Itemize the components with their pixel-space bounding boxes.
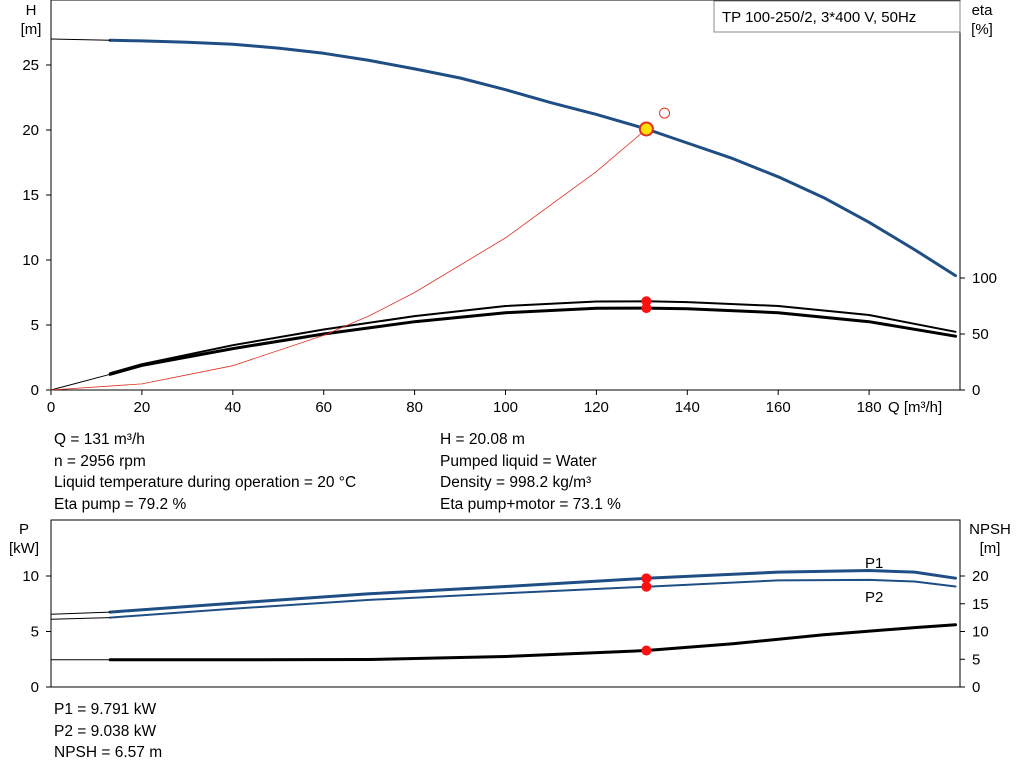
info-temperature: Liquid temperature during operation = 20… bbox=[54, 474, 357, 491]
info-flow: Q = 131 m³/h bbox=[54, 431, 145, 448]
power-info: P1 = 9.791 kW P2 = 9.038 kW NPSH = 6.57 … bbox=[54, 699, 162, 764]
power-npsh-chart: 0 5 10 0 5 10 15 20 P [kW] NPSH [m] P1 P2 bbox=[9, 519, 1011, 696]
curve-eta-pump-motor bbox=[108, 306, 957, 376]
series-label-p1: P1 bbox=[865, 555, 883, 572]
info-eta-pump: Eta pump = 79.2 % bbox=[54, 495, 187, 513]
x-tick-label: 20 bbox=[134, 399, 151, 416]
chart-title-box bbox=[713, 0, 961, 33]
info-liquid: Pumped liquid = Water bbox=[440, 452, 597, 470]
plot-frame bbox=[50, 519, 961, 688]
y2-tick-label: 10 bbox=[972, 624, 989, 641]
info-npsh: NPSH = 6.57 m bbox=[54, 744, 163, 761]
y-tick-label: 0 bbox=[31, 679, 39, 696]
y-axis-unit: [m] bbox=[21, 21, 42, 38]
x-tick-label: 80 bbox=[406, 399, 423, 416]
y-tick-label: 10 bbox=[22, 252, 39, 269]
y2-tick-label: 5 bbox=[972, 651, 980, 668]
x-tick-label: 140 bbox=[675, 399, 700, 416]
y-tick-label: 0 bbox=[31, 382, 39, 399]
duty-marker bbox=[641, 573, 652, 584]
y-tick-label: 10 bbox=[22, 568, 39, 585]
chart-title: TP 100-250/2, 3*400 V, 50Hz bbox=[722, 9, 916, 26]
y-axis-label: P bbox=[19, 521, 29, 538]
eta-marker bbox=[641, 303, 652, 314]
y-tick-label: 15 bbox=[22, 187, 39, 204]
info-speed: n = 2956 rpm bbox=[54, 452, 146, 470]
eta-marker bbox=[641, 296, 652, 307]
info-eta-pump-motor: Eta pump+motor = 73.1 % bbox=[440, 495, 621, 513]
plot-frame bbox=[50, 0, 961, 391]
duty-info-right: H = 20.08 m Pumped liquid = Water Densit… bbox=[440, 429, 621, 515]
y2-axis-label: eta bbox=[972, 2, 994, 19]
x-tick-label: 40 bbox=[224, 399, 241, 416]
y-tick-label: 20 bbox=[22, 122, 39, 139]
duty-marker bbox=[641, 645, 652, 656]
info-head: H = 20.08 m bbox=[440, 431, 525, 448]
y-tick-label: 5 bbox=[31, 624, 39, 641]
head-efficiency-chart: 0 20 40 60 80 100 120 140 160 180 0 5 10 15 20 25 0 50 100… bbox=[21, 0, 997, 416]
duty-point bbox=[638, 121, 654, 137]
curve-P2-ext bbox=[50, 617, 111, 620]
curve-eta-ext bbox=[50, 373, 111, 391]
y2-axis-label: NPSH bbox=[969, 521, 1011, 538]
curve-P1-ext bbox=[50, 611, 111, 615]
y2-tick-label: 100 bbox=[972, 270, 997, 287]
y-tick-label: 25 bbox=[22, 57, 39, 74]
duty-info-left: Q = 131 m³/h n = 2956 rpm Liquid tempera… bbox=[54, 429, 356, 515]
y-axis-unit: [kW] bbox=[9, 540, 39, 557]
x-tick-label: 100 bbox=[493, 399, 518, 416]
x-tick-label: 120 bbox=[584, 399, 609, 416]
y2-axis-unit: [m] bbox=[980, 540, 1001, 557]
y2-axis-unit: [%] bbox=[971, 21, 993, 38]
curve-H-ext bbox=[50, 38, 111, 41]
x-tick-label: 160 bbox=[766, 399, 791, 416]
y2-tick-label: 0 bbox=[972, 679, 980, 696]
requested-point bbox=[659, 107, 671, 119]
x-tick-label: 180 bbox=[857, 399, 882, 416]
info-density: Density = 998.2 kg/m³ bbox=[440, 474, 592, 491]
x-tick-label: 0 bbox=[47, 399, 55, 416]
info-p2: P2 = 9.038 kW bbox=[54, 722, 157, 740]
y-axis-label: H bbox=[26, 2, 37, 19]
curve-eta-pump bbox=[109, 300, 957, 375]
y2-tick-label: 0 bbox=[972, 382, 980, 399]
curve-NPSH bbox=[108, 623, 957, 662]
y2-tick-label: 50 bbox=[972, 326, 989, 343]
y2-tick-label: 20 bbox=[972, 568, 989, 585]
curve-H bbox=[108, 38, 957, 278]
duty-marker bbox=[641, 581, 652, 592]
series-label-p2: P2 bbox=[865, 589, 883, 606]
y-tick-label: 5 bbox=[31, 317, 39, 334]
curve-system-curve bbox=[50, 128, 647, 391]
x-axis-label: Q [m³/h] bbox=[888, 399, 942, 416]
info-p1: P1 = 9.791 kW bbox=[54, 701, 157, 718]
y2-tick-label: 15 bbox=[972, 596, 989, 613]
x-tick-label: 60 bbox=[315, 399, 332, 416]
